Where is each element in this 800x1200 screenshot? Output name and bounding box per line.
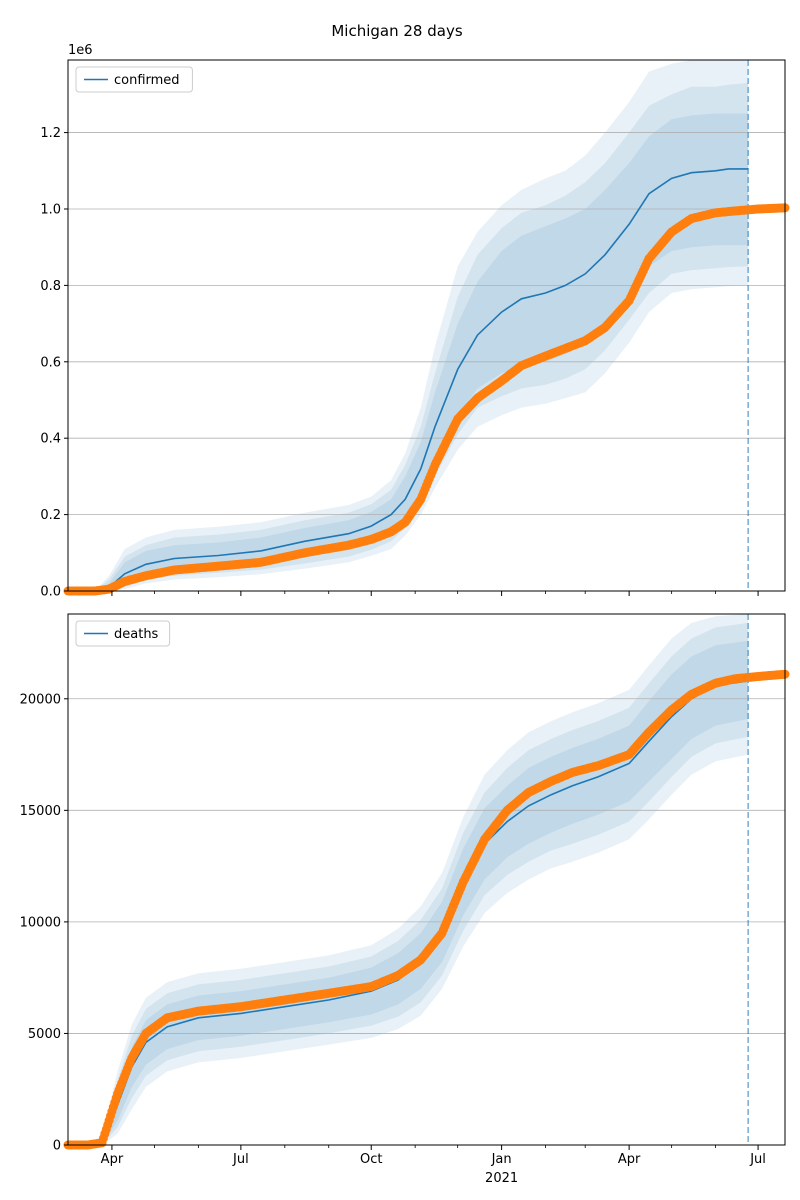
confirmed-axes-border <box>67 59 786 592</box>
deaths-y-tick-label: 5000 <box>28 1027 61 1042</box>
deaths-legend-box <box>75 620 171 647</box>
confirmed-uncertainty-bands <box>68 60 749 592</box>
confirmed-model-line <box>68 168 749 592</box>
deaths-axes-frame <box>67 613 786 1146</box>
deaths-legend-label: deaths <box>114 627 159 642</box>
confirmed-gridlines <box>68 132 785 515</box>
deaths-x-tick-label: Apr <box>101 1152 124 1167</box>
confirmed-axes-frame <box>67 59 786 592</box>
deaths-x-tick-label: Jan <box>491 1152 512 1167</box>
confirmed-y-tick-label: 0.0 <box>40 585 61 600</box>
x-axis-year-label: 2021 <box>485 1171 518 1186</box>
confirmed-panel: 0.0 0.2 0.4 0.6 0.8 1.0 1.2 1e6 confirmed <box>40 43 790 600</box>
deaths-uncertainty-bands <box>68 614 749 1145</box>
deaths-y-axis: 0 5000 10000 15000 20000 <box>20 692 68 1154</box>
confirmed-band-1 <box>68 113 749 591</box>
deaths-axes-border <box>67 613 786 1146</box>
deaths-y-tick-label: 15000 <box>20 804 61 819</box>
confirmed-legend-label: confirmed <box>114 73 180 88</box>
confirmed-y-axis: 0.0 0.2 0.4 0.6 0.8 1.0 1.2 <box>40 126 68 600</box>
confirmed-band-2 <box>68 82 749 592</box>
confirmed-observed-points <box>63 203 790 596</box>
deaths-x-tick-label: Oct <box>360 1152 382 1167</box>
deaths-legend: deaths <box>75 620 171 647</box>
deaths-x-tick-label: Jul <box>232 1152 249 1167</box>
chart-title: Michigan 28 days <box>331 22 462 40</box>
confirmed-y-tick-label: 1.2 <box>40 126 61 141</box>
deaths-observed-points <box>63 669 790 1150</box>
confirmed-legend: confirmed <box>75 66 193 93</box>
deaths-x-axis: Apr Jul Oct Jan Apr Jul <box>101 1145 766 1167</box>
deaths-band-3 <box>68 614 749 1145</box>
deaths-y-tick-label: 0 <box>53 1139 61 1154</box>
deaths-x-tick-label: Jul <box>749 1152 766 1167</box>
confirmed-y-tick-label: 0.4 <box>40 432 61 447</box>
confirmed-y-tick-label: 0.6 <box>40 355 61 370</box>
confirmed-y-offset-label: 1e6 <box>68 43 93 58</box>
confirmed-band-3 <box>68 60 749 591</box>
deaths-y-tick-label: 20000 <box>20 692 61 707</box>
deaths-gridlines <box>68 698 785 1034</box>
deaths-x-tick-label: Apr <box>618 1152 641 1167</box>
confirmed-y-tick-label: 0.8 <box>40 279 61 294</box>
confirmed-y-tick-label: 1.0 <box>40 202 61 217</box>
confirmed-y-tick-label: 0.2 <box>40 508 61 523</box>
deaths-y-tick-label: 10000 <box>20 915 61 930</box>
confirmed-model-line-path <box>68 168 749 592</box>
confirmed-x-axis <box>111 591 759 596</box>
confirmed-legend-box <box>75 66 193 93</box>
